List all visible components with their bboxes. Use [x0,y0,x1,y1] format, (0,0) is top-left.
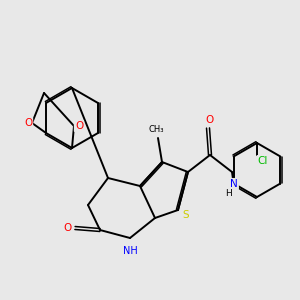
Text: S: S [183,210,189,220]
Text: Cl: Cl [258,156,268,166]
Text: O: O [75,121,83,131]
Text: O: O [24,118,32,128]
Text: O: O [63,223,71,233]
Text: CH₃: CH₃ [148,124,164,134]
Text: O: O [206,115,214,125]
Text: N: N [230,179,238,189]
Text: NH: NH [123,246,137,256]
Text: H: H [225,190,231,199]
